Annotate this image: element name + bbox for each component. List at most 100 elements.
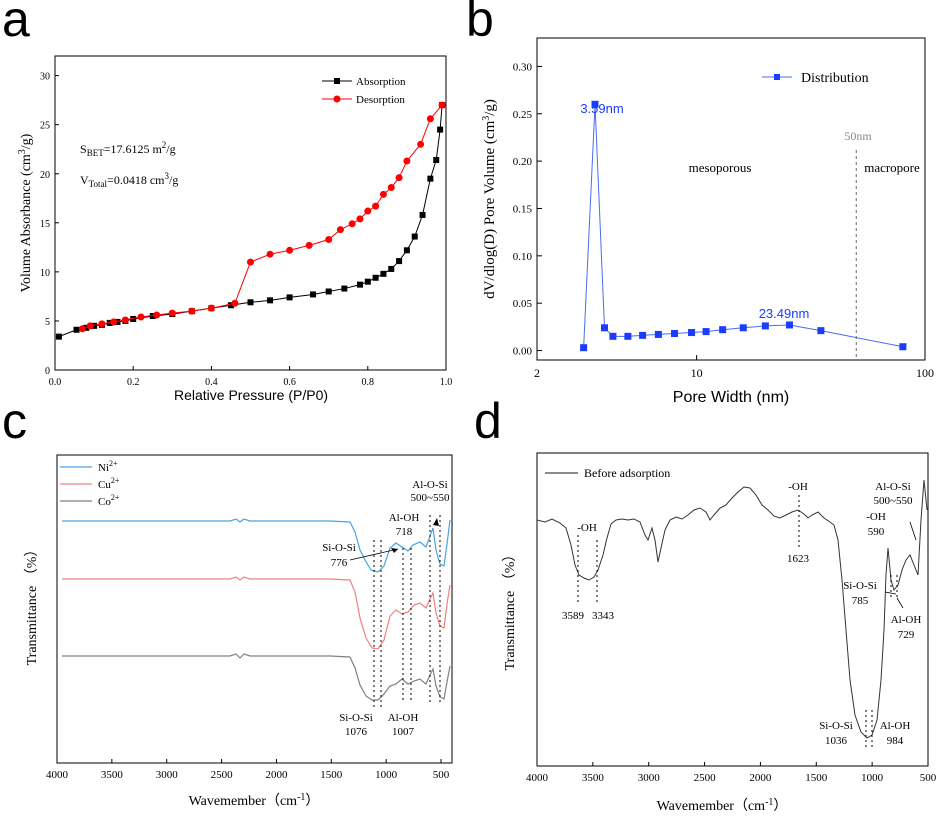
a-point-desorption	[387, 183, 395, 191]
region-label-mesoporous: mesoporous	[689, 160, 752, 175]
a-point-desorption	[372, 202, 380, 210]
a-point-desorption	[110, 318, 118, 326]
label-1007-c: 1007	[392, 726, 415, 738]
region-label-50nm: 50nm	[844, 129, 872, 143]
c-ticks-xtick-label: 4000	[46, 769, 69, 781]
label-718-c: 718	[396, 526, 413, 538]
a-ytick-label: 20	[40, 170, 50, 181]
a-xtick-label: 0.4	[205, 377, 218, 388]
a-point-absorption	[372, 274, 379, 281]
b-ytick-label: 0.30	[513, 61, 533, 73]
c-ticks-xtick-label: 1000	[375, 769, 398, 781]
a-point-absorption	[388, 265, 395, 272]
chart-b-xlabel: Pore Width (nm)	[673, 389, 789, 406]
peak-label-3-59: 3.59nm	[580, 101, 623, 116]
chart-d-frame	[536, 452, 929, 767]
c-ticks-xtick-label: 500	[433, 769, 450, 781]
label-alosi-d: Al-O-Si	[875, 481, 910, 493]
chart-c-frame	[56, 454, 453, 764]
a-xtick-label: 0.0	[49, 377, 62, 388]
chart-a: 0.0 0.2 0.4 0.6 0.8 1.0 0 5 10 15 20 25 30 Absorptio…	[17, 55, 453, 403]
a-point-desorption	[78, 325, 86, 333]
legend-before-label: Before adsorption	[584, 466, 670, 480]
a-point-absorption	[427, 175, 434, 182]
legend-distribution-label: Distribution	[801, 71, 869, 86]
b-point-distribution	[785, 321, 793, 329]
legend-cu-label: Cu2+	[98, 476, 120, 491]
a-point-desorption	[356, 215, 364, 223]
d-ticks-xtick-label: 1500	[805, 772, 828, 784]
legend-distribution-marker	[774, 74, 780, 80]
a-point-desorption	[426, 115, 434, 123]
a-xtick-label: 1.0	[440, 377, 453, 388]
c-ticks-xtick-label: 3500	[101, 769, 124, 781]
label-776-c: 776	[331, 557, 348, 569]
a-xtick-label: 0.2	[127, 377, 140, 388]
a-point-desorption	[403, 157, 411, 165]
legend-absorption-marker	[334, 78, 340, 84]
spectrum-co	[62, 653, 451, 701]
chart-d-legend: Before adsorption	[545, 466, 670, 480]
sbet-annotation: SBET=17.6125 m2/g	[80, 140, 176, 158]
a-point-desorption	[188, 307, 196, 315]
label-3343-d: 3343	[592, 610, 615, 622]
legend-desorption-label: Desorption	[356, 94, 405, 106]
b-xtick-label: 2	[534, 366, 540, 380]
label-siosi-d: Si-O-Si	[843, 580, 877, 592]
b-point-distribution	[624, 332, 632, 340]
legend-co-label: Co2+	[98, 493, 120, 508]
spectrum-ni	[62, 518, 451, 573]
b-point-distribution	[899, 343, 907, 351]
panel-letter-a: a	[2, 0, 30, 47]
legend-desorption-marker	[333, 95, 341, 103]
d-ticks-xtick-label: 500	[920, 772, 937, 784]
a-point-absorption	[411, 233, 418, 240]
a-point-desorption	[98, 320, 106, 328]
siosi-arrowhead-c	[391, 548, 398, 553]
b-point-distribution	[609, 332, 617, 340]
chart-a-legend: Absorption Desorption	[322, 76, 406, 106]
a-point-desorption	[438, 101, 446, 109]
c-ticks-xtick-label: 2500	[211, 769, 234, 781]
a-point-desorption	[266, 250, 274, 258]
chart-b: 2 10 100 0.00 0.05 0.10 0.15 0.20 0.25 0.30 Distr…	[481, 37, 934, 406]
b-point-distribution	[654, 330, 662, 338]
a-point-desorption	[207, 304, 215, 312]
b-point-distribution	[702, 328, 710, 336]
a-point-absorption	[341, 285, 348, 292]
chart-b-legend: Distribution	[762, 71, 869, 86]
a-point-absorption	[356, 281, 363, 288]
panel-letter-c: c	[2, 393, 27, 449]
label-785-d: 785	[852, 595, 869, 607]
a-point-absorption	[437, 126, 444, 133]
b-point-distribution	[639, 331, 647, 339]
b-xtick-label: 100	[916, 366, 934, 380]
d-ticks-xtick-label: 4000	[526, 772, 549, 784]
b-ytick-label: 0.10	[513, 251, 533, 263]
d-ticks-xtick-label: 2500	[694, 772, 717, 784]
label-oh1-d: -OH	[577, 522, 597, 534]
chart-c-xlabel: Wavemember（cm-1）	[189, 792, 320, 809]
a-point-absorption	[55, 333, 62, 340]
alosi-arrowhead-c	[433, 518, 439, 526]
a-point-desorption	[379, 190, 387, 198]
a-point-desorption	[121, 316, 129, 324]
label-aloh-bot-d: Al-OH	[880, 720, 911, 732]
a-point-absorption	[403, 247, 410, 254]
peak-label-23-49: 23.49nm	[759, 306, 810, 321]
b-point-distribution	[600, 324, 608, 332]
chart-b-ylabel: dV/dlog(D) Pore Volume (cm3/g)	[481, 99, 498, 299]
siosi-arrow-d	[884, 591, 897, 595]
a-point-absorption	[380, 270, 387, 277]
a-point-absorption	[396, 258, 403, 265]
a-point-desorption	[395, 174, 403, 182]
chart-d: 4000 3500 3000 2500 2000 1500 1000 500 Before a…	[502, 452, 937, 814]
d-ticks-xtick-label: 2000	[749, 772, 772, 784]
a-point-desorption	[86, 322, 94, 330]
c-ticks-xtick-label: 2000	[265, 769, 288, 781]
label-oh3-d: -OH	[866, 511, 886, 523]
a-xtick-label: 0.6	[283, 377, 296, 388]
vtotal-annotation: VTotal=0.0418 cm3/g	[80, 171, 178, 189]
label-1076-c: 1076	[345, 726, 368, 738]
